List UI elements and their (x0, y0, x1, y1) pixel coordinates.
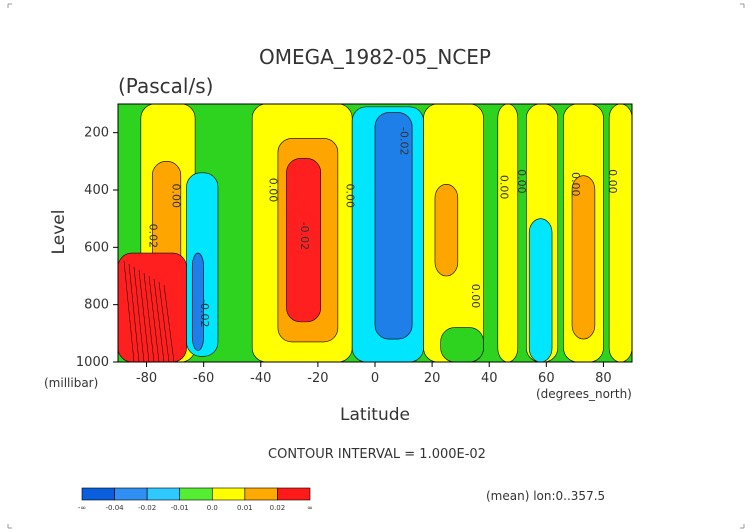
plot-area (117, 103, 633, 363)
colorbar: -∞ -0.04 -0.02 -0.01 0.0 0.01 0.02 ∞ (78, 487, 313, 512)
contour-region-red (286, 158, 322, 323)
contour-label: -0.02 (298, 222, 311, 250)
contour-line (123, 261, 135, 363)
contour-region-cyan (528, 218, 553, 363)
y-axis: 200 400 600 800 1000 (76, 126, 118, 370)
contour-label: 0.00 (606, 169, 619, 194)
contour-region-orange (571, 175, 596, 340)
units-label: (Pascal/s) (118, 74, 213, 98)
colorbar-label: 0.0 (207, 504, 218, 512)
contour-label: -0.02 (198, 299, 211, 327)
colorbar-label: 0.02 (270, 504, 286, 512)
x-tick-label: -20 (307, 371, 328, 386)
x-tick-label: 80 (595, 371, 612, 386)
contour-label: 0.00 (569, 172, 582, 197)
mean-text: (mean) lon:0..357.5 (486, 489, 605, 503)
x-tick-label: -40 (250, 371, 271, 386)
contour-line (143, 273, 155, 363)
contour-label: 0.02 (146, 224, 159, 249)
contour-line (158, 282, 170, 363)
colorbar-swatch (81, 487, 115, 501)
y-tick-label: 1000 (76, 355, 109, 370)
colorbar-label: -0.01 (171, 504, 189, 512)
y-tick-label: 800 (84, 298, 109, 313)
contour-region-yellow (608, 103, 633, 363)
x-tick-label: 40 (481, 371, 498, 386)
x-tick-label: -60 (193, 371, 214, 386)
contour-label: 0.00 (469, 284, 482, 309)
contour-interval-text: CONTOUR INTERVAL = 1.000E-02 (268, 447, 486, 462)
x-axis: -80 -60 -40 -20 0 20 40 60 80 (136, 362, 612, 386)
contour-labels: 0.00 0.02 -0.02 0.00 -0.02 0.00 -0.02 0.00 0.00 0… (146, 127, 619, 327)
colorbar-swatch (114, 487, 148, 501)
contour-label: 0.00 (266, 178, 279, 203)
contour-line (163, 285, 175, 363)
contour-line (153, 279, 165, 363)
colorbar-swatch (146, 487, 181, 501)
y-axis-units: (millibar) (44, 376, 98, 390)
contour-line (148, 276, 160, 363)
x-tick-label: 20 (424, 371, 441, 386)
contour-label: 0.00 (515, 169, 528, 194)
colorbar-swatch (244, 487, 278, 501)
contour-label: -0.02 (398, 127, 411, 155)
colorbar-swatch (277, 487, 311, 501)
contour-region-orange (434, 183, 459, 277)
contour-line (128, 264, 140, 363)
contour-line (133, 267, 145, 363)
colorbar-label: -∞ (78, 504, 86, 512)
contour-region-green (440, 327, 484, 363)
contour-region-blue (191, 252, 204, 351)
corner-marks (7, 3, 745, 529)
x-axis-units: (degrees_north) (536, 387, 632, 401)
chart-title: OMEGA_1982-05_NCEP (259, 45, 491, 69)
y-axis-label: Level (49, 210, 69, 255)
y-tick-label: 600 (84, 240, 109, 255)
x-tick-label: 0 (371, 371, 379, 386)
contour-region-yellow (497, 103, 519, 363)
y-tick-label: 400 (84, 183, 109, 198)
colorbar-label: 0.01 (237, 504, 253, 512)
contour-label: 0.00 (169, 183, 182, 208)
colorbar-swatch (211, 487, 246, 501)
x-axis-label: Latitude (340, 405, 410, 425)
colorbar-label: -0.04 (106, 504, 125, 512)
colorbar-label: -0.02 (138, 504, 156, 512)
y-tick-label: 200 (84, 126, 109, 141)
contour-line (138, 270, 150, 363)
contour-label: 0.00 (343, 183, 356, 208)
colorbar-swatch (179, 487, 213, 501)
x-tick-label: -80 (136, 371, 157, 386)
colorbar-label: ∞ (307, 504, 313, 512)
contour-label: 0.00 (498, 175, 511, 200)
x-tick-label: 60 (538, 371, 555, 386)
contour-region-blue (374, 112, 413, 340)
